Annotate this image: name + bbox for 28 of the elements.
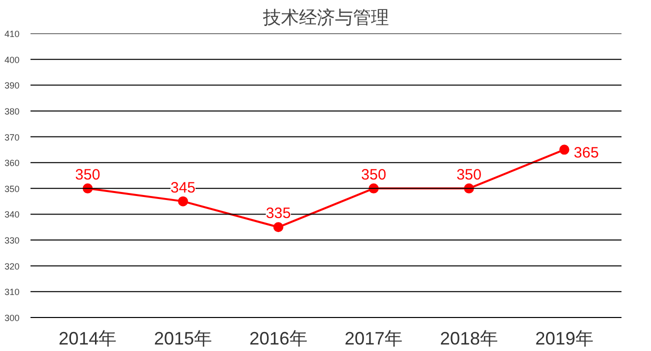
x-tick-label: 2014年 (58, 328, 117, 348)
y-tick-label: 360 (4, 158, 20, 168)
x-tick-label: 2018年 (440, 328, 498, 348)
point (178, 196, 188, 206)
data-label: 335 (266, 205, 291, 222)
y-tick-label: 380 (4, 106, 20, 116)
y-tick-label: 390 (4, 80, 20, 91)
data-label: 350 (456, 166, 482, 184)
y-tick-label: 340 (4, 210, 20, 220)
x-tick-label: 2015年 (154, 328, 212, 348)
point (559, 144, 570, 155)
x-tick-label: 2017年 (344, 328, 403, 348)
y-tick-label: 310 (4, 287, 20, 298)
data-label: 350 (75, 166, 100, 184)
x-tick-label: 2019年 (535, 328, 594, 348)
y-tick-label: 350 (4, 184, 20, 194)
y-tick-label: 300 (4, 313, 20, 323)
data-label: 365 (574, 144, 599, 162)
data-label: 345 (170, 179, 196, 196)
x-tick-label: 2016年 (249, 328, 308, 348)
point (273, 222, 284, 232)
y-tick-label: 330 (4, 236, 20, 246)
data-label: 350 (361, 166, 386, 184)
y-tick-label: 370 (4, 132, 20, 142)
chart-title: 技术经济与管理 (262, 8, 389, 28)
y-tick-label: 400 (4, 54, 20, 65)
y-tick-label: 410 (4, 29, 20, 39)
y-tick-label: 320 (4, 261, 20, 272)
